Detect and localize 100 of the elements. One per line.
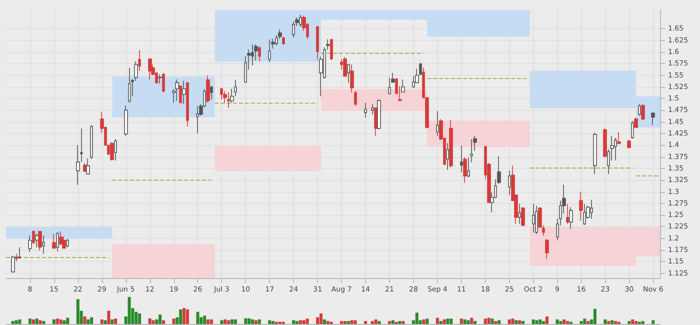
- bar: [436, 318, 439, 324]
- candlestick: [138, 50, 141, 72]
- bar: [326, 321, 330, 324]
- bar: [100, 319, 104, 324]
- candlestick: [347, 64, 350, 84]
- bar: [450, 318, 453, 324]
- bar: [186, 309, 189, 324]
- bar: [203, 316, 206, 324]
- bar: [422, 319, 426, 324]
- candlestick: [638, 104, 641, 116]
- bar: [604, 319, 607, 324]
- candlestick: [579, 191, 583, 222]
- bar: [487, 318, 490, 324]
- bar: [641, 321, 644, 324]
- bar: [158, 314, 162, 324]
- candlestick: [114, 138, 117, 161]
- candlestick: [388, 77, 391, 95]
- bar: [76, 299, 80, 324]
- candlestick: [86, 158, 90, 174]
- bar: [466, 320, 470, 324]
- candlestick: [545, 238, 549, 260]
- candlestick: [521, 206, 525, 227]
- bar: [148, 318, 152, 324]
- bar: [196, 312, 200, 324]
- candlestick: [590, 199, 593, 220]
- candlestick: [18, 246, 21, 259]
- bar: [227, 320, 230, 324]
- bar: [302, 320, 306, 324]
- bar: [566, 321, 570, 324]
- bar: [652, 320, 655, 324]
- bar: [538, 319, 542, 324]
- candlestick: [220, 87, 223, 100]
- bar: [35, 318, 38, 324]
- candlestick: [593, 132, 597, 174]
- candlestick: [535, 205, 538, 234]
- candlestick: [234, 80, 237, 97]
- bar: [14, 320, 18, 324]
- candlestick: [436, 110, 439, 136]
- candlestick: [227, 92, 230, 108]
- bar: [610, 320, 614, 324]
- bar: [535, 320, 538, 324]
- candlestick: [467, 156, 470, 178]
- bar: [296, 321, 299, 324]
- candlestick: [110, 142, 114, 161]
- candlestick: [128, 67, 131, 104]
- candlestick: [38, 230, 42, 251]
- bar: [388, 321, 391, 324]
- candlestick: [330, 38, 333, 60]
- bar: [522, 321, 525, 324]
- candlestick: [59, 230, 63, 246]
- bar: [62, 320, 66, 324]
- bar: [224, 319, 227, 324]
- candlestick: [651, 112, 655, 126]
- bar: [583, 318, 586, 324]
- bar: [494, 321, 498, 324]
- bar: [514, 320, 518, 324]
- candlestick: [124, 105, 128, 136]
- bar: [446, 318, 450, 324]
- candlestick: [364, 102, 367, 118]
- bar: [138, 313, 142, 324]
- bar: [402, 321, 405, 324]
- bar: [107, 310, 110, 324]
- candlestick: [292, 21, 295, 38]
- candlestick: [631, 120, 634, 140]
- bar: [415, 312, 418, 324]
- bar: [391, 320, 394, 324]
- candlestick: [299, 14, 302, 28]
- candlestick: [518, 203, 521, 224]
- bar: [470, 318, 474, 324]
- bar: [490, 318, 494, 324]
- bar: [508, 319, 511, 324]
- candlestick: [354, 90, 357, 106]
- bar: [86, 319, 90, 324]
- bar: [104, 320, 107, 324]
- bar: [268, 320, 272, 324]
- candlestick: [162, 72, 165, 93]
- candlestick: [617, 132, 621, 145]
- candlestick: [258, 46, 261, 62]
- bar: [206, 319, 210, 324]
- bar: [134, 312, 138, 324]
- bar: [292, 320, 296, 324]
- candlestick: [11, 255, 15, 273]
- candlestick: [158, 74, 162, 84]
- bar: [179, 309, 182, 324]
- bar: [426, 318, 429, 324]
- candlestick: [206, 74, 210, 104]
- bar: [370, 321, 374, 324]
- candlestick: [350, 64, 354, 93]
- candlestick: [377, 99, 381, 130]
- candlestick: [641, 104, 645, 120]
- bar: [210, 319, 213, 324]
- bar: [556, 319, 559, 324]
- bar: [11, 321, 14, 324]
- bar: [90, 317, 94, 324]
- candlestick: [508, 170, 511, 196]
- candlestick: [316, 25, 319, 60]
- candlestick: [210, 86, 213, 100]
- candlestick: [175, 79, 179, 102]
- candlestick: [532, 203, 535, 233]
- candlestick: [449, 120, 453, 168]
